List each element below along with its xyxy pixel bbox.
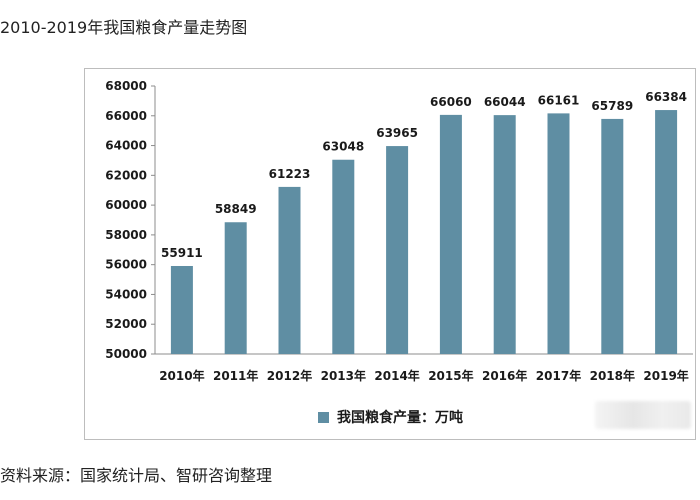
legend-label: 我国粮食产量：万吨 [337, 410, 463, 426]
bar [655, 110, 678, 354]
x-tick-label: 2018年 [590, 368, 635, 383]
bar [493, 115, 516, 354]
bar [170, 265, 193, 354]
blurred-watermark [595, 401, 691, 429]
x-tick-label: 2011年 [213, 368, 258, 383]
y-tick-label: 62000 [105, 168, 147, 182]
data-label: 63048 [322, 140, 364, 154]
legend-swatch [318, 411, 329, 423]
y-tick-label: 54000 [105, 287, 147, 301]
data-label: 66044 [484, 95, 526, 109]
data-label: 63965 [376, 126, 418, 140]
y-tick-label: 64000 [105, 139, 147, 153]
data-label: 66060 [430, 95, 472, 109]
bar [386, 146, 409, 354]
bar [547, 113, 570, 354]
source-note: 资料来源：国家统计局、智研咨询整理 [0, 466, 273, 485]
x-tick-label: 2019年 [643, 368, 688, 383]
bar [332, 159, 355, 354]
y-tick-label: 56000 [105, 258, 147, 272]
chart-container: 50000 52000 54000 56000 58000 60000 62000 64000… [84, 68, 696, 440]
y-tick-label: 58000 [105, 228, 147, 242]
data-label: 65789 [591, 99, 633, 113]
data-label: 58849 [215, 202, 257, 216]
data-label: 66384 [645, 90, 687, 104]
x-tick-label: 2014年 [374, 368, 419, 383]
y-tick-label: 50000 [105, 347, 147, 361]
y-tick-label: 60000 [105, 198, 147, 212]
page-title: 2010-2019年我国粮食产量走势图 [0, 18, 248, 37]
chart-legend: 我国粮食产量：万吨 [318, 407, 463, 427]
bar [601, 118, 624, 354]
data-label: 55911 [161, 246, 203, 260]
x-tick-label: 2017年 [536, 368, 581, 383]
data-label: 61223 [269, 167, 311, 181]
x-tick-label: 2015年 [428, 368, 473, 383]
x-tick-label: 2013年 [321, 368, 366, 383]
y-tick-label: 52000 [105, 317, 147, 331]
x-tick-label: 2010年 [159, 368, 204, 383]
x-tick-label: 2016年 [482, 368, 527, 383]
bar [278, 186, 301, 354]
y-tick-label: 68000 [105, 79, 147, 93]
bar [439, 114, 462, 354]
bar [224, 222, 247, 354]
data-label: 66161 [538, 93, 580, 107]
x-tick-label: 2012年 [267, 368, 312, 383]
y-tick-label: 66000 [105, 109, 147, 123]
bar-chart: 50000 52000 54000 56000 58000 60000 62000 64000… [105, 79, 693, 383]
